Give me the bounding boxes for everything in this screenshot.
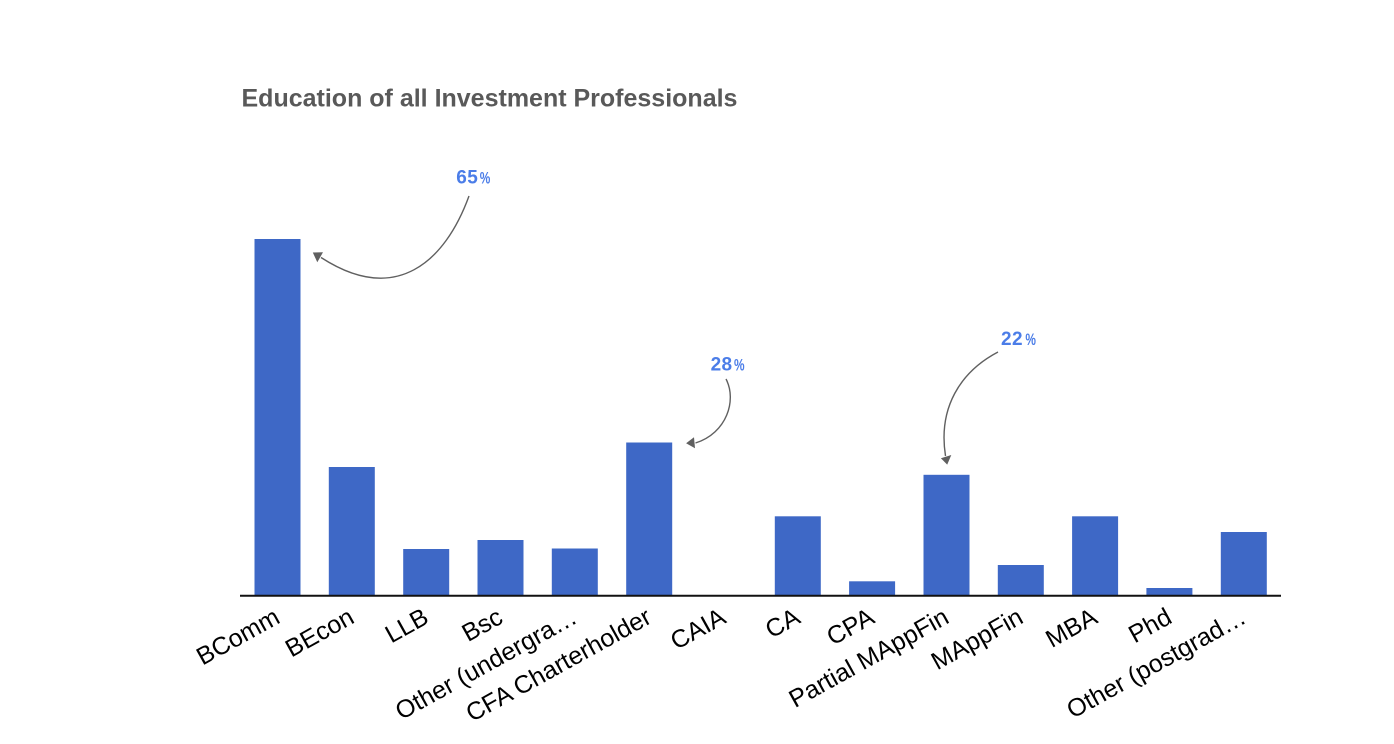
svg-text:28: 28 — [711, 355, 733, 376]
svg-text:Education of all Investment Pr: Education of all Investment Professional… — [242, 85, 738, 113]
svg-text:%: % — [734, 357, 745, 375]
svg-text:%: % — [1025, 331, 1036, 349]
svg-text:%: % — [480, 170, 491, 188]
svg-text:CA: CA — [761, 603, 805, 644]
svg-text:MBA: MBA — [1041, 603, 1102, 654]
svg-text:LLB: LLB — [381, 603, 433, 649]
svg-text:BComm: BComm — [192, 603, 285, 671]
svg-text:65: 65 — [456, 167, 478, 188]
svg-text:BEcon: BEcon — [281, 603, 359, 663]
svg-text:22: 22 — [1001, 329, 1023, 350]
svg-text:CAIA: CAIA — [666, 603, 731, 656]
